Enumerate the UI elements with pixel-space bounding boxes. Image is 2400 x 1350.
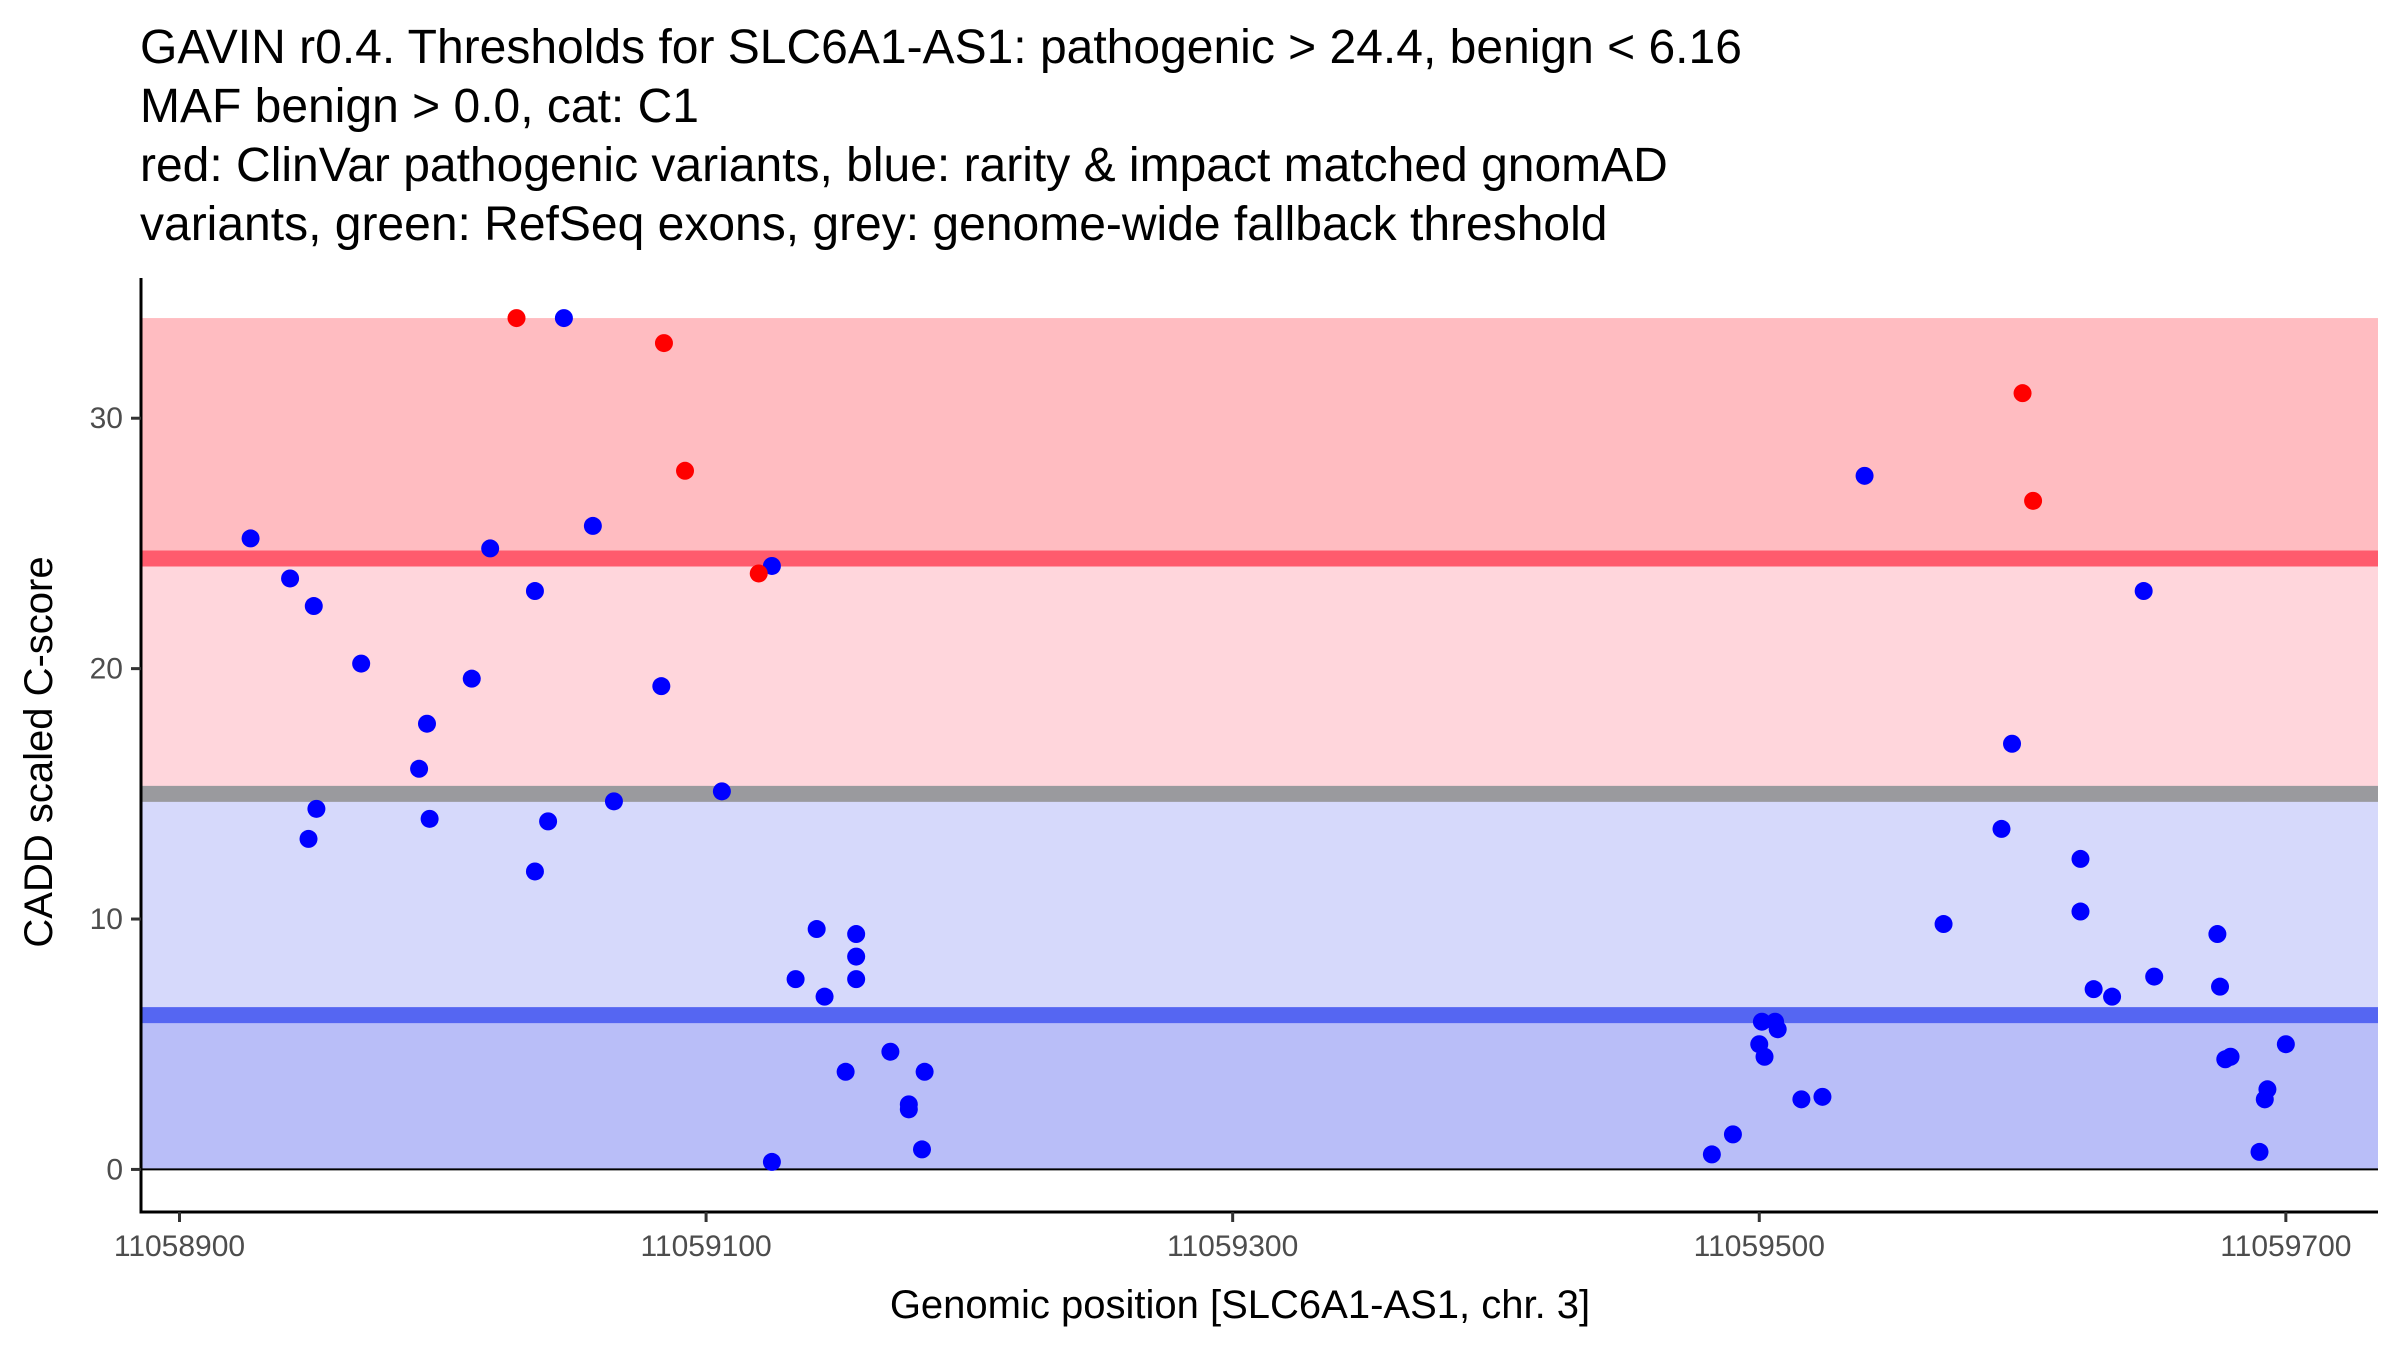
chart-title-line-3: red: ClinVar pathogenic variants, blue: … [140, 139, 1668, 192]
band-above-pathogenic-threshold [141, 318, 2378, 559]
benign-point-59 [2276, 1035, 2295, 1054]
benign-point-27 [847, 970, 866, 989]
benign-point-34 [1723, 1125, 1742, 1144]
x-axis-ticks: 11058900 11059100 11059300 11059500 11059700 [114, 1212, 2351, 1263]
benign-point-18 [712, 782, 731, 801]
band-between-fallback-and-pathogenic [141, 558, 2378, 794]
y-tick-label: 30 [90, 402, 123, 435]
x-tick-label: 11058900 [114, 1230, 245, 1263]
benign-point-9 [462, 669, 481, 688]
benign-point-51 [2145, 967, 2164, 986]
pathogenic-point-3 [749, 564, 768, 583]
benign-point-53 [2211, 977, 2230, 996]
benign-point-50 [2134, 582, 2153, 601]
benign-point-20 [762, 1152, 781, 1171]
benign-point-13 [539, 812, 558, 831]
benign-point-26 [847, 947, 866, 966]
benign-point-28 [881, 1042, 900, 1061]
benign-point-32 [915, 1062, 934, 1081]
benign-point-15 [583, 516, 602, 535]
benign-point-22 [807, 920, 826, 939]
data-points [241, 309, 2295, 1171]
y-tick-label: 20 [90, 653, 123, 686]
benign-point-0 [241, 529, 260, 548]
benign-point-49 [2103, 987, 2122, 1006]
benign-point-30 [899, 1100, 918, 1119]
x-axis-title: Genomic position [SLC6A1-AS1, chr. 3] [890, 1283, 1590, 1327]
benign-point-31 [912, 1140, 931, 1159]
benign-point-52 [2208, 925, 2227, 944]
pathogenic-point-5 [2024, 491, 2043, 510]
benign-point-3 [299, 829, 318, 848]
benign-point-58 [2258, 1080, 2277, 1099]
pathogenic-point-0 [507, 309, 526, 328]
threshold-lines [141, 550, 2378, 1171]
benign-point-41 [1813, 1087, 1832, 1106]
benign-point-37 [1755, 1047, 1774, 1066]
benign-point-23 [815, 987, 834, 1006]
benign-point-46 [2071, 849, 2090, 868]
band-below-benign-threshold [141, 1015, 2378, 1170]
benign-point-14 [554, 309, 573, 328]
pathogenic-point-1 [654, 334, 673, 353]
benign-point-21 [786, 970, 805, 989]
benign-point-42 [1855, 466, 1874, 485]
benign-point-55 [2221, 1047, 2240, 1066]
benign-point-12 [525, 862, 544, 881]
benign-point-56 [2250, 1142, 2269, 1161]
chart-title-line-4: variants, green: RefSeq exons, grey: gen… [140, 198, 1608, 251]
pathogenic-point-4 [2013, 384, 2032, 403]
benign-point-47 [2071, 902, 2090, 921]
benign-point-10 [481, 539, 500, 558]
benign-point-5 [352, 654, 371, 673]
chart-title-line-1: GAVIN r0.4. Thresholds for SLC6A1-AS1: p… [140, 21, 1742, 74]
band-between-benign-and-fallback [141, 793, 2378, 1016]
benign-point-33 [1702, 1145, 1721, 1164]
axes [139, 278, 2378, 1214]
benign-point-45 [2003, 734, 2022, 753]
benign-point-11 [525, 582, 544, 601]
benign-point-43 [1934, 915, 1953, 934]
benign-point-2 [304, 597, 323, 616]
benign-point-4 [307, 799, 326, 818]
benign-point-19 [762, 556, 781, 575]
benign-point-48 [2084, 980, 2103, 999]
benign-point-25 [847, 925, 866, 944]
y-tick-label: 0 [106, 1153, 123, 1186]
benign-point-1 [281, 569, 300, 588]
x-tick-label: 11059300 [1167, 1230, 1298, 1263]
x-tick-label: 11059700 [2220, 1230, 2351, 1263]
benign-point-40 [1792, 1090, 1811, 1109]
y-axis-ticks: 0 10 20 30 [90, 402, 141, 1186]
x-tick-label: 11059500 [1694, 1230, 1825, 1263]
x-tick-label: 11059100 [640, 1230, 771, 1263]
benign-point-17 [652, 677, 671, 696]
threshold-bands [141, 318, 2378, 1170]
chart-title-line-2: MAF benign > 0.0, cat: C1 [140, 80, 699, 133]
benign-point-16 [604, 792, 623, 811]
benign-point-6 [410, 759, 429, 778]
benign-point-24 [836, 1062, 855, 1081]
y-tick-label: 10 [90, 903, 123, 936]
benign-point-44 [1992, 819, 2011, 838]
benign-point-36 [1752, 1012, 1771, 1031]
benign-point-7 [417, 714, 436, 733]
benign-point-8 [420, 809, 439, 828]
benign-point-39 [1768, 1020, 1787, 1039]
y-axis-title: CADD scaled C-score [17, 556, 61, 947]
pathogenic-point-2 [676, 461, 695, 480]
